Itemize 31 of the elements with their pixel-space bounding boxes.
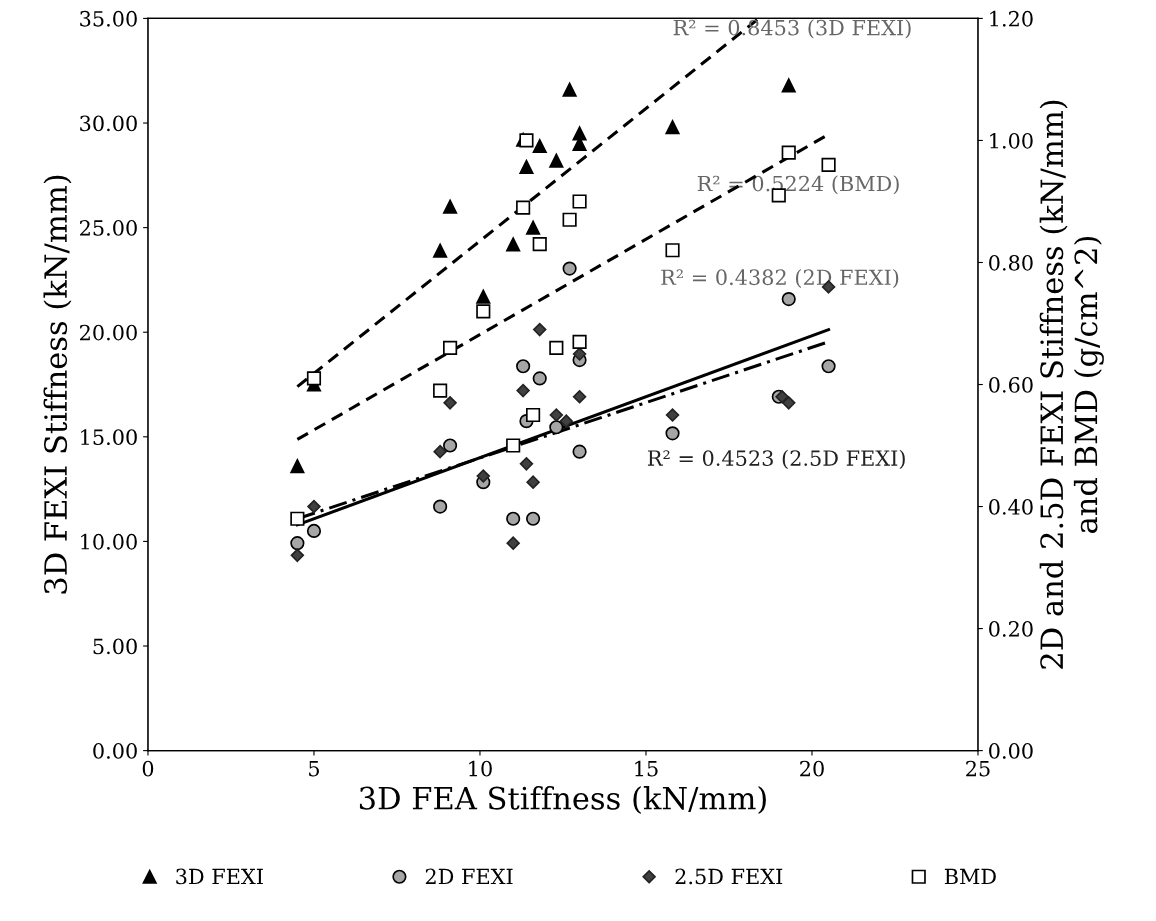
annotation: R² = 0.8453 (3D FEXI)	[673, 19, 911, 39]
y2-tick-label: 0.20	[989, 621, 1033, 637]
y2-tick-label: 0.00	[989, 743, 1033, 759]
y-tick-label: 5.00	[93, 638, 137, 655]
y-tick-label: 35.00	[80, 10, 137, 27]
annotation: R² = 0.4382 (2D FEXI)	[661, 269, 899, 289]
legend-label: 2.5D FEXI	[675, 868, 783, 885]
legend-label: 2D FEXI	[425, 868, 513, 885]
y2-tick-label: 1.00	[990, 132, 1033, 149]
x-tick-label: 15	[635, 760, 658, 777]
legend-label: 3D FEXI	[176, 868, 263, 885]
y-tick-label: 15.00	[81, 429, 137, 446]
x-tick-label: 10	[469, 760, 492, 777]
y-tick-label: 30.00	[80, 115, 137, 132]
y2-tick-label: 0.60	[989, 376, 1033, 393]
legend-label: BMD	[944, 868, 996, 885]
y-tick-label: 25.00	[80, 220, 137, 236]
x-tick-label: 5	[309, 760, 319, 777]
x-axis-title: 3D FEA Stiffness (kN/mm)	[359, 786, 766, 815]
y-tick-label: 20.00	[80, 324, 137, 341]
y-axis-title: 3D FEXI Stiffness (kN/mm)	[43, 175, 72, 594]
annotation: R² = 0.4523 (2.5D FEXI)	[647, 449, 905, 469]
y2-tick-label: 0.40	[989, 499, 1033, 515]
y2-tick-label: 1.20	[990, 10, 1033, 27]
y2-axis-title: 2D and 2.5D FEXI Stiffness (kN/mm) and BMD (g/cm^2)	[1039, 100, 1104, 669]
y-tick-label: 0.00	[93, 743, 137, 759]
x-tick-label: 20	[800, 760, 824, 777]
x-tick-label: 0	[142, 760, 154, 777]
y-tick-label: 10.00	[81, 533, 137, 550]
y2-tick-label: 0.80	[989, 254, 1033, 271]
x-tick-label: 25	[966, 760, 990, 777]
